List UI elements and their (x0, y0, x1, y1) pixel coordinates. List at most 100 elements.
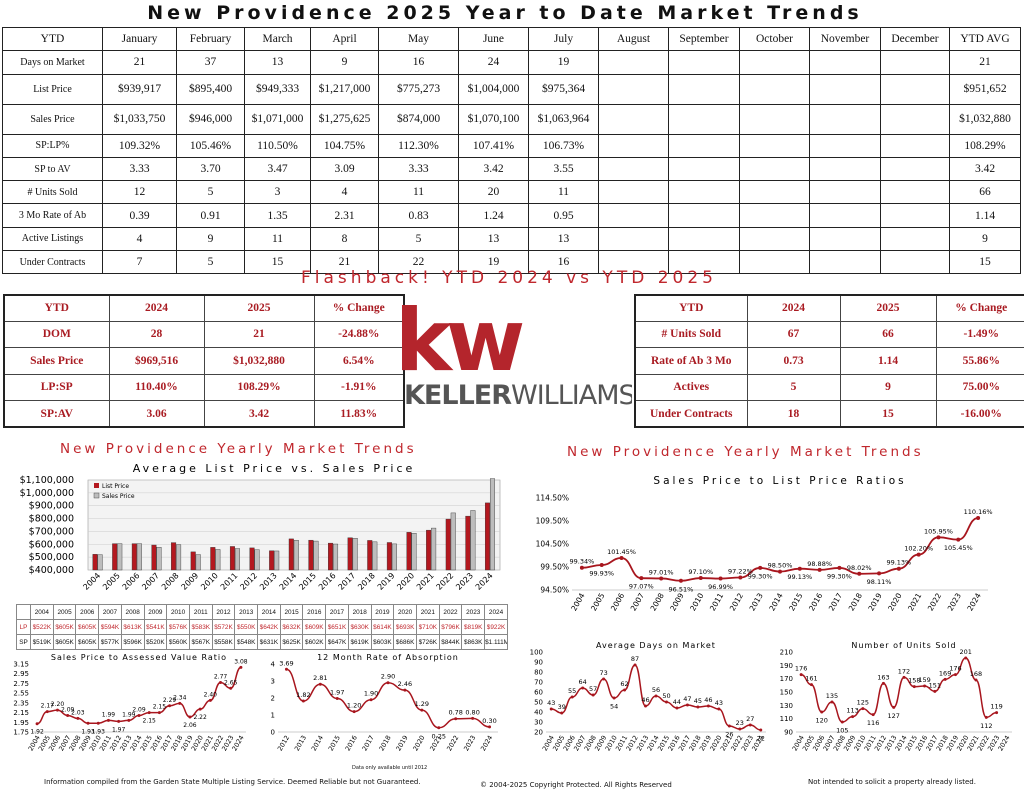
data-point (147, 711, 151, 715)
data-point (659, 576, 664, 581)
table-cell: 22 (378, 250, 459, 275)
table-cell: 3.33 (102, 156, 177, 182)
compare-cell: $1,032,880 (203, 347, 315, 375)
table-cell (809, 250, 881, 275)
x-tick-label: 2022 (435, 571, 456, 592)
x-tick-label: 2007 (140, 571, 161, 592)
table-cell: 19 (528, 50, 599, 75)
data-point (799, 673, 803, 677)
data-point (851, 715, 855, 719)
lp-table-cell: $548K (234, 634, 259, 650)
x-tick-label: 2023 (454, 571, 475, 592)
data-label: 176 (795, 665, 807, 673)
table-cell: $1,063,964 (528, 103, 599, 135)
data-point (488, 725, 492, 729)
table-cell: 24 (458, 50, 529, 75)
column-header: November (809, 26, 881, 52)
lp-table-cell: 2004 (30, 604, 54, 620)
data-point (198, 707, 202, 711)
data-label: 99.30% (748, 572, 773, 580)
lp-table-cell: 2010 (166, 604, 190, 620)
table-cell: 0.83 (378, 203, 459, 228)
column-header: January (102, 26, 177, 52)
table-cell: 110.50% (244, 133, 311, 158)
data-label: 1.97 (330, 689, 344, 697)
table-cell: $1,032,880 (949, 103, 1021, 135)
flashback-title: Flashback! YTD 2024 vs YTD 2025 (301, 268, 717, 288)
data-point (995, 711, 999, 715)
table-row: List Price $939,917 $895,400 $949,333 $1,217… (2, 73, 1021, 105)
table-cell (809, 180, 881, 205)
data-point (386, 681, 390, 685)
data-label: 56 (652, 686, 660, 694)
bar-list-price (151, 544, 157, 571)
data-point (892, 705, 896, 709)
compare-header-row: YTD 2024 2025% Change (3, 294, 405, 322)
data-label: 57 (589, 685, 597, 693)
data-point (840, 720, 844, 724)
table-cell (668, 73, 740, 105)
data-label: 159 (918, 676, 930, 684)
y-tick-label: 20 (534, 729, 543, 737)
data-point (639, 576, 644, 581)
data-point (284, 667, 288, 671)
data-label: 201 (960, 648, 972, 656)
data-label: 2.29 (163, 697, 177, 704)
x-tick-label: 2016 (807, 591, 824, 612)
data-point (178, 701, 182, 705)
table-cell (739, 73, 810, 105)
data-point (871, 713, 875, 717)
data-point (759, 728, 763, 732)
bar-list-price (308, 539, 314, 571)
data-point (902, 675, 906, 679)
data-label: 2.20 (51, 701, 65, 708)
bar-sales-price (411, 533, 417, 571)
table-cell: 109.32% (102, 133, 177, 158)
data-label: 47 (683, 695, 691, 703)
compare-cell: $969,516 (108, 347, 205, 375)
data-label: 2.90 (381, 673, 395, 681)
data-label: 2.15 (143, 718, 157, 725)
data-label: 45 (694, 697, 702, 705)
lp-table-cell: 2018 (347, 604, 372, 620)
table-cell (880, 50, 950, 75)
data-point (758, 565, 763, 570)
bar-list-price (328, 542, 334, 571)
data-label: 55 (568, 687, 576, 695)
x-tick-label: 2020 (411, 734, 426, 752)
data-label: 43 (547, 699, 555, 707)
x-tick-label: 2014 (767, 591, 784, 612)
compare-row: Rate of Ab 3 Mo 0.73 1.14 55.86% (634, 347, 1024, 375)
data-label: 97.22% (728, 567, 753, 575)
data-label: 158 (908, 677, 920, 685)
compare-cell: 1.14 (839, 347, 937, 375)
y-tick-label: 2.95 (13, 670, 29, 678)
bar-list-price (367, 540, 373, 571)
y-tick-label: 130 (780, 702, 793, 710)
footer-center: © 2004-2025 Copyright Protected. All Rig… (480, 781, 672, 789)
data-label: 97.01% (649, 568, 674, 576)
lp-table-cell: $631K (257, 634, 281, 650)
data-label: 2.22 (193, 714, 207, 721)
data-label: 96.99% (708, 583, 733, 591)
data-point (612, 696, 616, 700)
data-point (55, 708, 59, 712)
column-header: YTD AVG (949, 26, 1021, 52)
data-point (717, 707, 721, 711)
compare-row: Under Contracts 18 15 -16.00% (634, 400, 1024, 428)
data-point (923, 684, 927, 688)
lp-table-cell: $520K (143, 634, 168, 650)
x-tick-label: 2016 (344, 734, 359, 752)
column-header: September (668, 26, 740, 52)
data-label: 87 (631, 655, 639, 663)
y-tick-label: 1.95 (13, 719, 29, 727)
data-label: 3.08 (234, 658, 248, 665)
ytd-market-table: YTD January February March April May June July A… (2, 26, 1021, 275)
x-tick-label: 2024 (479, 734, 494, 752)
data-label: 3.69 (279, 659, 293, 667)
data-point (35, 722, 39, 726)
lp-table-label (16, 604, 31, 620)
y-tick-label: 100 (530, 649, 543, 657)
table-cell (668, 226, 740, 252)
table-cell: 11 (528, 180, 599, 205)
